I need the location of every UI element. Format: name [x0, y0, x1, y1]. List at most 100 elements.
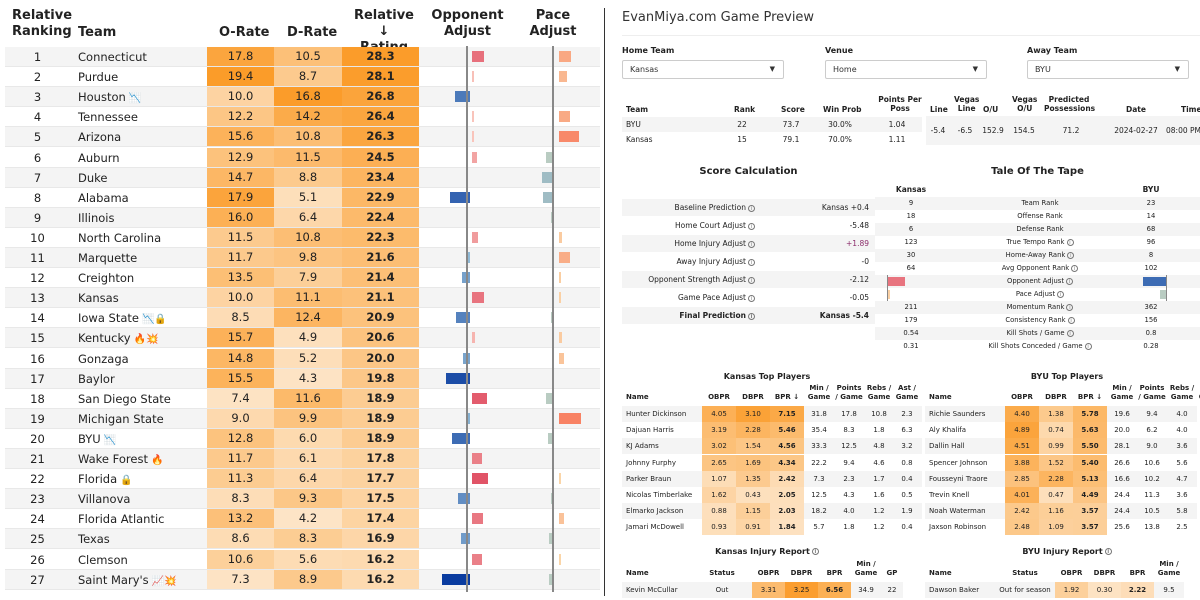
info-icon[interactable]: i — [1057, 290, 1065, 298]
team-name[interactable]: Houston 📉 — [78, 87, 141, 109]
team-row[interactable]: 9 Illinois 16.0 6.4 22.4 — [5, 207, 600, 228]
info-icon[interactable]: i — [748, 222, 755, 230]
info-icon[interactable]: i — [1066, 303, 1074, 311]
col-bpr[interactable]: BPR ↓ — [1077, 393, 1103, 401]
team-name[interactable]: Baylor — [78, 369, 115, 389]
col-name[interactable]: Name — [626, 393, 649, 401]
team-row[interactable]: 18 San Diego State 7.4 11.6 18.9 — [5, 388, 600, 409]
team-row[interactable]: 19 Michigan State 9.0 9.9 18.9 — [5, 408, 600, 429]
player-row[interactable]: Elmarko Jackson 0.88 1.15 2.03 18.2 4.0 1.2 1.9 — [622, 503, 922, 520]
team-name[interactable]: Arizona — [78, 127, 121, 147]
team-row[interactable]: 27 Saint Mary's 📈💥 7.3 8.9 16.2 — [5, 569, 600, 592]
team-name[interactable]: Auburn — [78, 148, 120, 168]
col-dbpr[interactable]: DBPR — [1045, 393, 1067, 401]
col-bpr[interactable]: BPR ↓ — [774, 393, 800, 401]
team-name[interactable]: Purdue — [78, 67, 118, 87]
team-row[interactable]: 7 Duke 14.7 8.8 23.4 — [5, 167, 600, 188]
player-row[interactable]: Dajuan Harris 3.19 2.28 5.46 35.4 8.3 1.8 6.3 — [622, 422, 922, 439]
team-row[interactable]: 16 Gonzaga 14.8 5.2 20.0 — [5, 348, 600, 369]
info-icon[interactable]: i — [1066, 329, 1074, 337]
col-obpr[interactable]: OBPR — [1011, 393, 1033, 401]
team-name[interactable]: North Carolina — [78, 228, 161, 248]
team-row[interactable]: 1 Connecticut 17.8 10.5 28.3 — [5, 47, 600, 67]
team-name[interactable]: San Diego State — [78, 389, 171, 409]
info-icon[interactable]: i — [1066, 277, 1073, 285]
col-pts[interactable]: Points / Game — [834, 384, 864, 402]
player-row[interactable]: Trevin Knell 4.01 0.47 4.49 24.4 11.3 3.6 — [925, 487, 1197, 503]
header-team[interactable]: Team — [78, 25, 117, 40]
team-row[interactable]: 6 Auburn 12.9 11.5 24.5 — [5, 147, 600, 168]
team-row[interactable]: 8 Alabama 17.9 5.1 22.9 — [5, 187, 600, 208]
info-icon[interactable]: i — [1067, 316, 1075, 324]
player-row[interactable]: KJ Adams 3.02 1.54 4.56 33.3 12.5 4.8 3.2 — [622, 438, 922, 455]
player-row[interactable]: Hunter Dickinson 4.05 3.10 7.15 31.8 17.8 10.8… — [622, 406, 922, 422]
team-row[interactable]: 17 Baylor 15.5 4.3 19.8 — [5, 368, 600, 389]
player-row[interactable]: Johnny Furphy 2.65 1.69 4.34 22.2 9.4 4.6 0.8 — [622, 454, 922, 471]
team-row[interactable]: 25 Texas 8.6 8.3 16.9 — [5, 529, 600, 550]
team-name[interactable]: Michigan State — [78, 409, 164, 429]
team-name[interactable]: Iowa State 📉🔒 — [78, 308, 167, 330]
info-icon[interactable]: i — [748, 258, 755, 266]
team-name[interactable]: Villanova — [78, 489, 130, 509]
team-name[interactable]: Connecticut — [78, 47, 147, 67]
team-row[interactable]: 24 Florida Atlantic 13.2 4.2 17.4 — [5, 509, 600, 530]
col-reb[interactable]: Rebs / Game — [864, 384, 894, 402]
info-icon[interactable]: i — [748, 276, 755, 284]
team-row[interactable]: 5 Arizona 15.6 10.8 26.3 — [5, 127, 600, 148]
info-icon[interactable]: i — [748, 312, 755, 320]
team-name[interactable]: Florida 🔒 — [78, 469, 133, 491]
home-team-select[interactable]: Kansas ▼ — [622, 60, 784, 79]
team-row[interactable]: 13 Kansas 10.0 11.1 21.1 — [5, 288, 600, 309]
team-name[interactable]: Alabama — [78, 188, 129, 208]
team-row[interactable]: 2 Purdue 19.4 8.7 28.1 — [5, 67, 600, 88]
info-icon[interactable]: i — [1084, 342, 1092, 350]
team-row[interactable]: 4 Tennessee 12.2 14.2 26.4 — [5, 107, 600, 128]
info-icon[interactable]: i — [1066, 238, 1074, 246]
team-row[interactable]: 21 Wake Forest 🔥 11.7 6.1 17.8 — [5, 449, 600, 469]
col-pts[interactable]: Points / Game — [1137, 384, 1167, 402]
team-name[interactable]: Saint Mary's 📈💥 — [78, 570, 177, 592]
header-o-rate[interactable]: O-Rate — [219, 25, 270, 40]
team-name[interactable]: Kentucky 🔥💥 — [78, 328, 158, 350]
team-row[interactable]: 26 Clemson 10.6 5.6 16.2 — [5, 549, 600, 570]
team-name[interactable]: BYU 📉 — [78, 429, 116, 451]
team-name[interactable]: Tennessee — [78, 107, 138, 127]
header-d-rate[interactable]: D-Rate — [287, 25, 338, 40]
player-row[interactable]: Noah Waterman 2.42 1.16 3.57 24.4 10.5 5.8 — [925, 503, 1197, 520]
header-relative-ranking[interactable]: Relative Ranking — [12, 8, 72, 40]
info-icon[interactable]: i — [1067, 251, 1075, 259]
col-min[interactable]: Min / Game — [804, 384, 834, 402]
player-row[interactable]: Spencer Johnson 3.88 1.52 5.40 26.6 10.6 5.6 — [925, 454, 1197, 471]
player-row[interactable]: Dallin Hall 4.51 0.99 5.50 28.1 9.0 3.6 — [925, 438, 1197, 455]
player-row[interactable]: Richie Saunders 4.40 1.38 5.78 19.6 9.4 4.0 — [925, 406, 1197, 422]
injury-row[interactable]: Dawson Baker Out for season 1.92 0.30 2.22 9.… — [925, 582, 1184, 598]
info-icon[interactable]: i — [748, 240, 755, 248]
player-row[interactable]: Nicolas Timberlake 1.62 0.43 2.05 12.5 4.3 1.6… — [622, 487, 922, 503]
info-icon[interactable]: i — [748, 294, 755, 302]
info-icon[interactable]: i — [1104, 548, 1112, 555]
team-name[interactable]: Clemson — [78, 550, 128, 570]
col-ast[interactable]: Ast / Game — [894, 384, 920, 402]
info-icon[interactable]: i — [1071, 264, 1079, 272]
team-name[interactable]: Creighton — [78, 268, 134, 288]
team-name[interactable]: Texas — [78, 529, 110, 549]
venue-select[interactable]: Home ▼ — [825, 60, 987, 79]
team-row[interactable]: 10 North Carolina 11.5 10.8 22.3 — [5, 227, 600, 248]
injury-row[interactable]: Kevin McCullar Out 3.31 3.25 6.56 34.9 22 — [622, 582, 903, 598]
team-name[interactable]: Duke — [78, 168, 107, 188]
team-row[interactable]: 3 Houston 📉 10.0 16.8 26.8 — [5, 87, 600, 109]
col-name[interactable]: Name — [929, 393, 952, 401]
player-row[interactable]: Jamari McDowell 0.93 0.91 1.84 5.7 1.8 1.2 0.4 — [622, 519, 922, 536]
header-opponent-adjust[interactable]: Opponent Adjust — [430, 8, 505, 40]
team-name[interactable]: Wake Forest 🔥 — [78, 449, 163, 471]
away-team-select[interactable]: BYU ▼ — [1027, 60, 1189, 79]
team-name[interactable]: Florida Atlantic — [78, 509, 165, 529]
team-name[interactable]: Gonzaga — [78, 349, 129, 369]
player-row[interactable]: Aly Khalifa 4.89 0.74 5.63 20.0 6.2 4.0 — [925, 422, 1197, 439]
team-name[interactable]: Marquette — [78, 248, 137, 268]
team-row[interactable]: 22 Florida 🔒 11.3 6.4 17.7 — [5, 469, 600, 491]
info-icon[interactable]: i — [748, 204, 755, 212]
col-obpr[interactable]: OBPR — [708, 393, 730, 401]
team-row[interactable]: 15 Kentucky 🔥💥 15.7 4.9 20.6 — [5, 328, 600, 350]
team-row[interactable]: 14 Iowa State 📉🔒 8.5 12.4 20.9 — [5, 308, 600, 330]
